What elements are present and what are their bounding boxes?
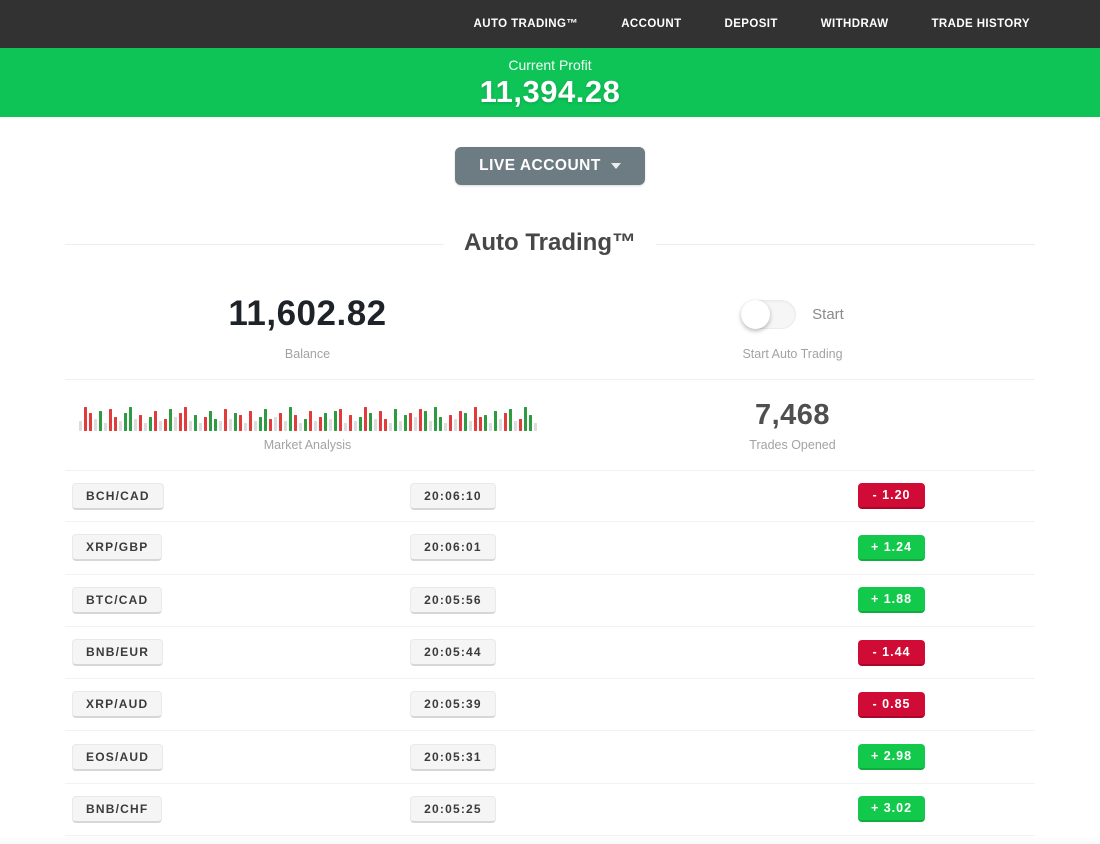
pair-badge: BNB/EUR <box>72 639 164 667</box>
time-badge: 20:05:56 <box>410 586 496 614</box>
start-auto-trading-label: Start Auto Trading <box>742 347 843 361</box>
chevron-down-icon <box>610 163 621 169</box>
result-badge: - 1.20 <box>858 483 925 510</box>
nav-item-auto-trading[interactable]: AUTO TRADING™ <box>473 18 579 30</box>
market-analysis-chart <box>78 399 537 431</box>
balance-value: 11,602.82 <box>228 294 387 333</box>
time-badge: 20:06:01 <box>410 534 496 562</box>
time-badge: 20:05:39 <box>410 691 496 719</box>
result-badge: + 1.24 <box>858 534 925 561</box>
market-analysis-label: Market Analysis <box>263 438 352 452</box>
footer-strip <box>0 836 1100 844</box>
current-profit-value: 11,394.28 <box>479 74 621 109</box>
market-analysis-block: Market Analysis <box>65 396 550 452</box>
trade-row: XRP/AUD 20:05:39 - 0.85 <box>65 679 1035 732</box>
result-badge: - 0.85 <box>858 691 925 718</box>
balance-label: Balance <box>284 347 331 361</box>
trades-opened-label: Trades Opened <box>749 438 836 452</box>
main-content: Auto Trading™ 11,602.82 Balance Start <box>65 229 1035 837</box>
auto-trading-block: Start Start Auto Trading <box>550 285 1035 361</box>
nav-item-deposit[interactable]: DEPOSIT <box>724 18 778 30</box>
pair-badge: EOS/AUD <box>72 743 164 771</box>
result-badge: + 1.88 <box>858 587 925 614</box>
current-profit-label: Current Profit <box>508 57 592 73</box>
result-badge: + 2.98 <box>858 744 925 771</box>
trades-list: BCH/CAD 20:06:10 - 1.20 XRP/GBP 20:06:01… <box>65 470 1035 837</box>
divider <box>65 379 1035 380</box>
trades-opened-block: 7,468 Trades Opened <box>550 396 1035 453</box>
trade-row: BNB/CHF 20:05:25 + 3.02 <box>65 784 1035 837</box>
balance-toggle-row: 11,602.82 Balance Start Start Auto Tradi… <box>65 285 1035 361</box>
trade-row: BNB/EUR 20:05:44 - 1.44 <box>65 627 1035 680</box>
pair-badge: BCH/CAD <box>72 482 164 510</box>
nav-item-withdraw[interactable]: WITHDRAW <box>820 18 889 30</box>
section-title-row: Auto Trading™ <box>65 229 1035 259</box>
result-badge: + 3.02 <box>858 796 925 823</box>
start-auto-trading-toggle[interactable] <box>741 299 797 329</box>
toggle-knob[interactable] <box>741 299 771 329</box>
trade-row: XRP/GBP 20:06:01 + 1.24 <box>65 522 1035 575</box>
time-badge: 20:05:25 <box>410 795 496 823</box>
top-nav: AUTO TRADING™ ACCOUNT DEPOSIT WITHDRAW T… <box>0 0 1100 48</box>
result-badge: - 1.44 <box>858 639 925 666</box>
toggle-start-label: Start <box>812 305 844 323</box>
trade-row: EOS/AUD 20:05:31 + 2.98 <box>65 731 1035 784</box>
page-title: Auto Trading™ <box>444 229 656 256</box>
pair-badge: XRP/GBP <box>72 534 163 562</box>
live-account-dropdown[interactable]: LIVE ACCOUNT <box>455 147 645 185</box>
trade-row: BTC/CAD 20:05:56 + 1.88 <box>65 575 1035 627</box>
pair-badge: XRP/AUD <box>72 691 163 719</box>
trades-opened-value: 7,468 <box>754 398 831 431</box>
live-account-label: LIVE ACCOUNT <box>479 157 601 174</box>
toggle-wrap: Start <box>741 299 844 329</box>
trade-row: BCH/CAD 20:06:10 - 1.20 <box>65 470 1035 523</box>
pair-badge: BTC/CAD <box>72 586 163 614</box>
market-trades-row: Market Analysis 7,468 Trades Opened <box>65 396 1035 452</box>
nav-item-account[interactable]: ACCOUNT <box>621 18 682 30</box>
time-badge: 20:05:31 <box>410 743 496 771</box>
pair-badge: BNB/CHF <box>72 795 163 823</box>
nav-item-trade-history[interactable]: TRADE HISTORY <box>931 18 1030 30</box>
balance-block: 11,602.82 Balance <box>65 285 550 361</box>
account-selector-row: LIVE ACCOUNT <box>0 147 1100 185</box>
current-profit-banner: Current Profit 11,394.28 <box>0 48 1100 117</box>
time-badge: 20:06:10 <box>410 482 496 510</box>
time-badge: 20:05:44 <box>410 639 496 667</box>
